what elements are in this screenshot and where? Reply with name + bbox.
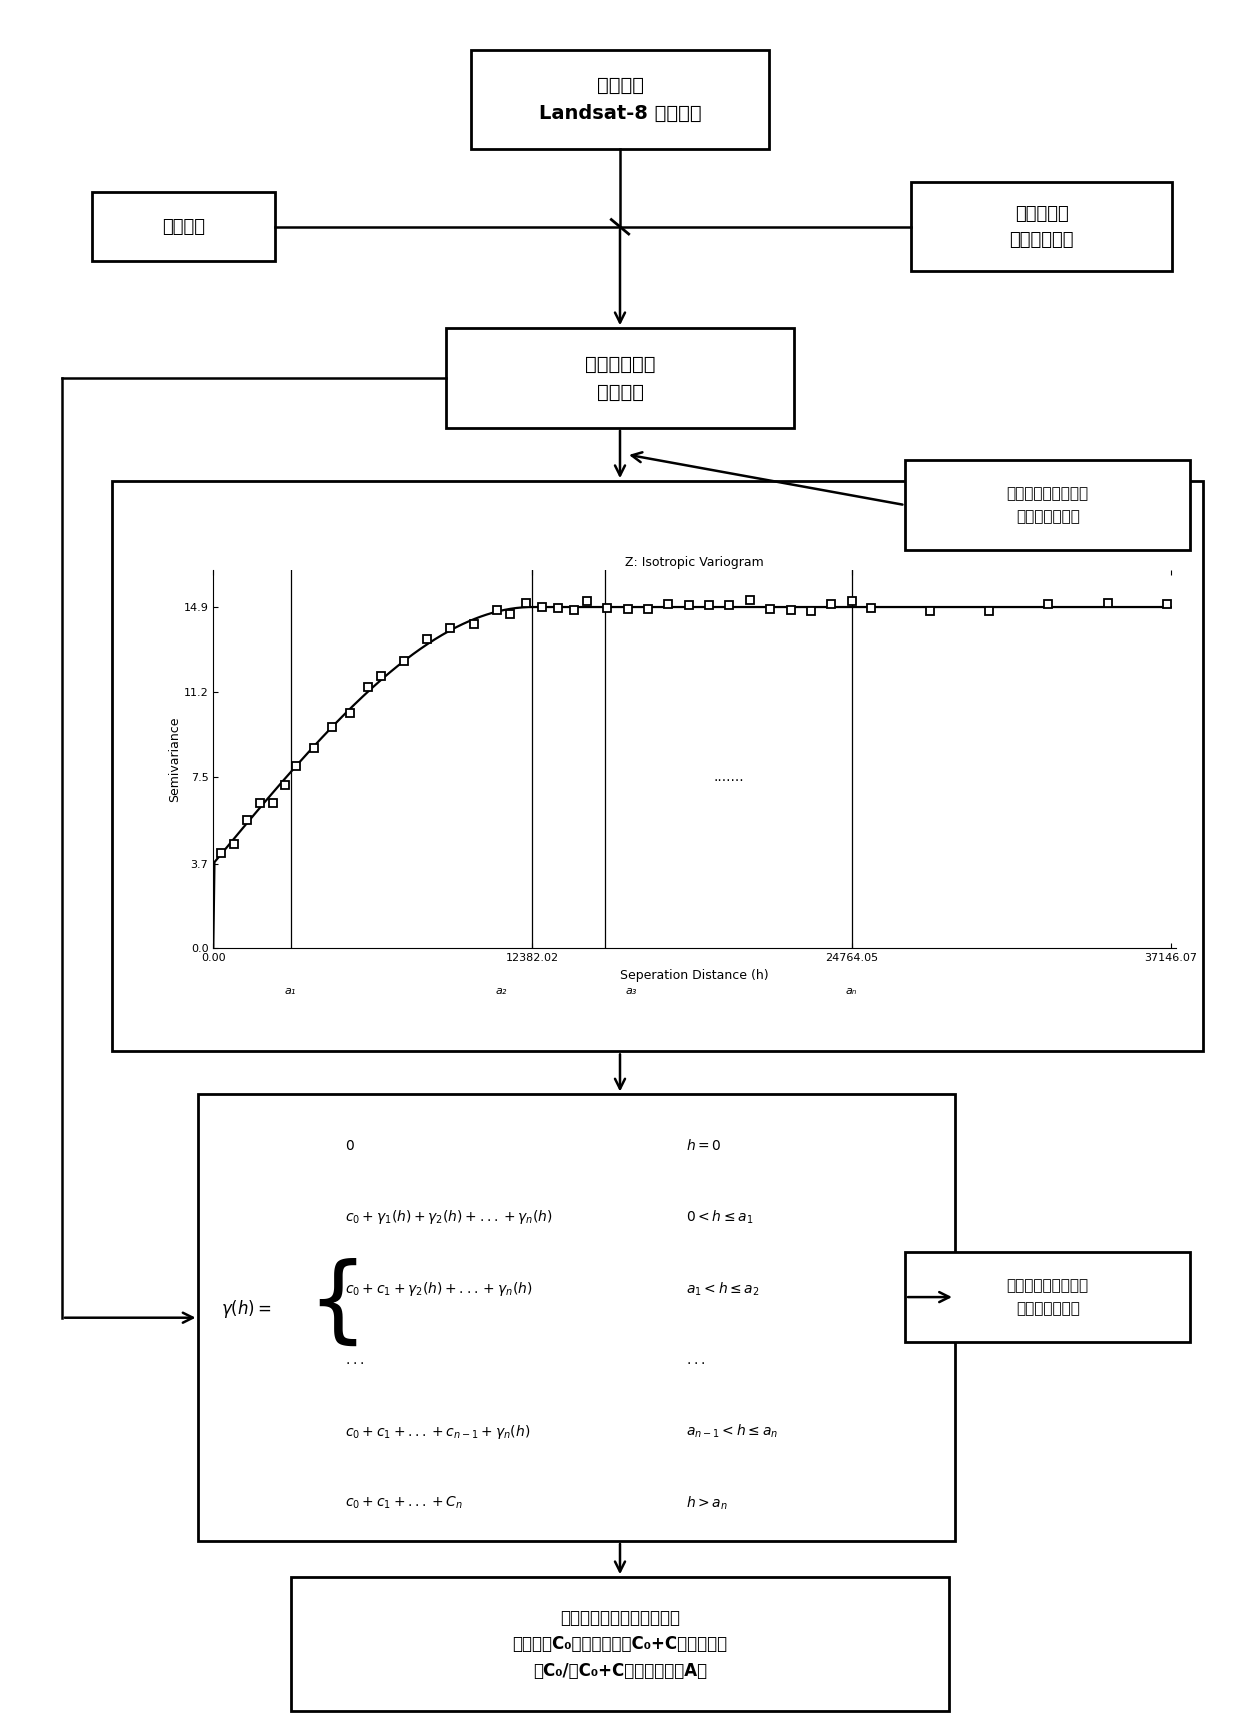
Text: 基于单一结构建立的
理论半变异函数: 基于单一结构建立的 理论半变异函数 — [1007, 486, 1089, 524]
Text: $0$: $0$ — [345, 1139, 355, 1153]
FancyBboxPatch shape — [446, 328, 794, 428]
Text: $h>a_n$: $h>a_n$ — [686, 1495, 728, 1512]
FancyBboxPatch shape — [92, 192, 275, 261]
FancyBboxPatch shape — [198, 1094, 955, 1541]
Text: 空间变异性相关定量参数：
块金值（C₀）、基台值（C₀+C）、块金比
（C₀/（C₀+C））、变程（A）: 空间变异性相关定量参数： 块金值（C₀）、基台值（C₀+C）、块金比 （C₀/（… — [512, 1608, 728, 1680]
Text: 研究区域
Landsat-8 遥感影像: 研究区域 Landsat-8 遥感影像 — [538, 76, 702, 124]
FancyBboxPatch shape — [471, 50, 769, 149]
Text: aₙ: aₙ — [846, 986, 857, 996]
Text: $c_0+\gamma_1(h)+\gamma_2(h)+...+\gamma_n(h)$: $c_0+\gamma_1(h)+\gamma_2(h)+...+\gamma_… — [345, 1208, 552, 1227]
Text: a₁: a₁ — [285, 986, 296, 996]
Text: $c_0+c_1+...+C_n$: $c_0+c_1+...+C_n$ — [345, 1495, 463, 1512]
Text: 象元聚合: 象元聚合 — [162, 218, 205, 235]
Text: 基于套和结构建立的
理论半变异函数: 基于套和结构建立的 理论半变异函数 — [1007, 1278, 1089, 1316]
Text: 不同空间尺度
地表温度: 不同空间尺度 地表温度 — [585, 354, 655, 402]
Title: Z: Isotropic Variogram: Z: Isotropic Variogram — [625, 557, 764, 569]
Y-axis label: Semivariance: Semivariance — [167, 716, 181, 802]
FancyBboxPatch shape — [911, 182, 1172, 271]
X-axis label: Seperation Distance (h): Seperation Distance (h) — [620, 969, 769, 981]
Text: .......: ....... — [713, 770, 744, 783]
Text: $0<h\leq a_1$: $0<h\leq a_1$ — [686, 1209, 754, 1227]
FancyBboxPatch shape — [291, 1577, 949, 1711]
Text: $c_0+c_1+\gamma_2(h)+...+\gamma_n(h)$: $c_0+c_1+\gamma_2(h)+...+\gamma_n(h)$ — [345, 1280, 532, 1297]
Text: $\gamma(h)=$: $\gamma(h)=$ — [221, 1299, 272, 1319]
Text: $c_0+c_1+...+c_{n-1}+\gamma_n(h)$: $c_0+c_1+...+c_{n-1}+\gamma_n(h)$ — [345, 1423, 529, 1441]
Text: $...$: $...$ — [686, 1354, 706, 1368]
Text: $h=0$: $h=0$ — [686, 1139, 722, 1153]
Text: a₂: a₂ — [496, 986, 507, 996]
Text: $a_{n-1}<h\leq a_n$: $a_{n-1}<h\leq a_n$ — [686, 1423, 779, 1440]
FancyBboxPatch shape — [905, 460, 1190, 550]
FancyBboxPatch shape — [112, 481, 1203, 1051]
FancyBboxPatch shape — [905, 1252, 1190, 1342]
Text: $...$: $...$ — [345, 1354, 363, 1368]
Text: a₃: a₃ — [625, 986, 636, 996]
Text: 数据预处理
地表温度反演: 数据预处理 地表温度反演 — [1009, 204, 1074, 249]
Text: {: { — [308, 1258, 367, 1350]
Text: $a_1<h\leq a_2$: $a_1<h\leq a_2$ — [686, 1280, 760, 1297]
